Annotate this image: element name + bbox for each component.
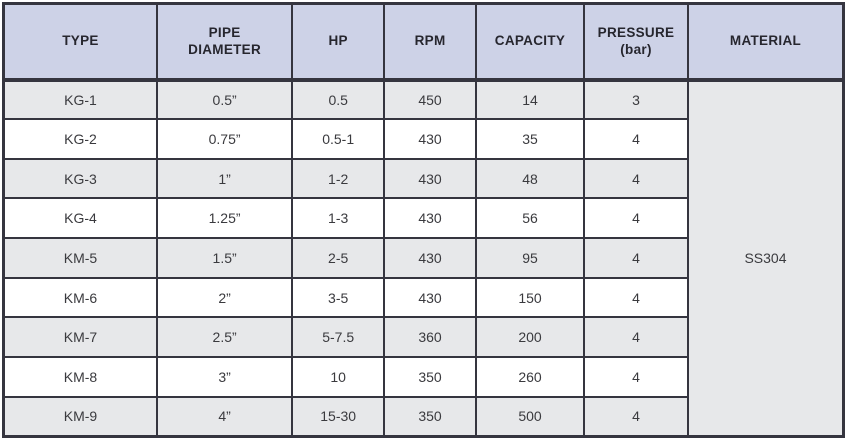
cell-capacity: 56 [474,197,586,240]
cell-hp: 1-3 [291,197,386,240]
cell-pipe-diameter: 4” [155,395,294,438]
cell-hp: 3-5 [291,276,386,319]
cell-capacity: 48 [474,157,586,200]
cell-pipe-diameter: 0.5” [155,78,294,121]
cell-hp: 2-5 [291,237,386,279]
cell-hp: 1-2 [291,157,386,200]
header-cell-rpm: RPM [383,2,477,82]
cell-pipe-diameter: 1.5” [155,237,294,279]
cell-capacity: 150 [474,276,586,319]
cell-pipe-diameter: 1” [155,157,294,200]
cell-material-merged: SS304 [686,78,845,438]
cell-rpm: 350 [383,356,477,398]
cell-pressure: 4 [583,276,689,319]
cell-hp: 5-7.5 [291,316,386,359]
cell-pressure: 4 [583,118,689,160]
header-cell-pipe-diameter: PIPE DIAMETER [155,2,294,82]
cell-rpm: 430 [383,197,477,240]
cell-type: KM-5 [2,237,158,279]
cell-type: KG-3 [2,157,158,200]
cell-rpm: 430 [383,276,477,319]
table-row-kg1: KG-1 0.5” 0.5 450 14 3 SS304 [2,78,845,438]
cell-pressure: 4 [583,237,689,279]
cell-pressure: 4 [583,395,689,438]
header-row: TYPE PIPE DIAMETER HP RPM CAPACITY PRESS… [2,2,845,82]
cell-hp: 10 [291,356,386,398]
cell-pipe-diameter: 3” [155,356,294,398]
cell-pressure: 4 [583,316,689,359]
cell-type: KM-7 [2,316,158,359]
cell-capacity: 14 [474,78,586,121]
cell-rpm: 350 [383,395,477,438]
table-row-kg3: KG-3 1” 1-2 430 48 4 [2,157,844,200]
cell-hp: 15-30 [291,395,386,438]
cell-pipe-diameter: 2” [155,276,294,319]
cell-pressure: 4 [583,356,689,398]
cell-type: KG-1 [2,78,158,121]
cell-pressure: 4 [583,157,689,200]
cell-type: KM-9 [2,395,158,438]
cell-rpm: 430 [383,237,477,279]
cell-pipe-diameter: 0.75” [155,118,294,160]
cell-capacity: 500 [474,395,586,438]
cell-rpm: 430 [383,118,477,160]
cell-pipe-diameter: 1.25” [155,197,294,240]
cell-type: KG-4 [2,197,158,240]
header-cell-capacity: CAPACITY [474,2,586,82]
cell-rpm: 430 [383,157,477,200]
cell-capacity: 200 [474,316,586,359]
cell-capacity: 35 [474,118,586,160]
cell-capacity: 95 [474,237,586,279]
header-cell-hp: HP [291,2,386,82]
cell-rpm: 360 [383,316,477,359]
cell-pressure: 3 [583,78,689,121]
cell-rpm: 450 [383,78,477,121]
cell-capacity: 260 [474,356,586,398]
cell-pipe-diameter: 2.5” [155,316,294,359]
cell-hp: 0.5-1 [291,118,386,160]
cell-type: KG-2 [2,118,158,160]
cell-hp: 0.5 [291,78,386,121]
cell-pressure: 4 [583,197,689,240]
header-cell-type: TYPE [2,2,158,82]
cell-type: KM-8 [2,356,158,398]
cell-type: KM-6 [2,276,158,319]
header-cell-material: MATERIAL [686,2,845,82]
header-cell-pressure: PRESSURE (bar) [583,2,689,82]
